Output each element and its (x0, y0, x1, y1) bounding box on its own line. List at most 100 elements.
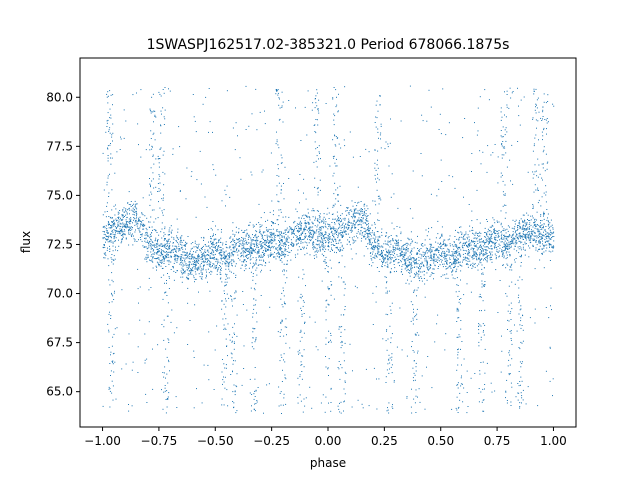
data-point (534, 218, 536, 220)
data-point (121, 219, 123, 221)
data-point (306, 244, 308, 246)
data-point (229, 237, 231, 239)
data-point (129, 209, 131, 211)
data-point (240, 256, 242, 258)
data-point (551, 233, 553, 235)
data-point (362, 210, 364, 212)
data-point (389, 262, 391, 264)
data-point (113, 224, 115, 226)
data-point (333, 228, 334, 230)
data-point (194, 262, 195, 263)
data-point (310, 239, 312, 241)
data-point (193, 251, 194, 253)
data-point (280, 189, 282, 191)
data-point (161, 262, 163, 264)
data-point (440, 243, 442, 245)
data-point (316, 89, 318, 91)
data-point (327, 223, 329, 225)
data-point (480, 239, 482, 240)
data-point (211, 251, 213, 253)
data-point (243, 261, 245, 262)
data-point (149, 233, 151, 235)
data-point (403, 252, 405, 254)
data-point (544, 245, 545, 247)
data-point (250, 252, 252, 254)
data-point (359, 214, 361, 216)
data-point (285, 318, 287, 320)
data-point (284, 242, 286, 244)
data-point (347, 228, 348, 230)
data-point (136, 223, 138, 225)
data-point (256, 238, 258, 240)
data-point (229, 270, 231, 272)
data-point (418, 277, 420, 279)
data-point (465, 231, 467, 233)
data-point (483, 253, 485, 255)
data-point (368, 240, 370, 242)
data-point (141, 233, 143, 235)
data-point (456, 238, 458, 240)
data-point (501, 241, 503, 243)
data-point (542, 244, 544, 246)
data-point (349, 229, 351, 231)
data-point (527, 226, 529, 228)
data-point (491, 224, 493, 226)
data-point (385, 257, 387, 259)
data-point (350, 216, 352, 218)
data-point (547, 217, 548, 219)
data-point (291, 241, 293, 243)
data-point (109, 117, 111, 119)
data-point (272, 253, 274, 255)
data-point (405, 258, 407, 260)
data-point (266, 229, 268, 231)
data-point (189, 256, 191, 257)
data-point (217, 261, 218, 263)
data-point (369, 233, 371, 235)
data-point (372, 262, 374, 264)
data-point (306, 247, 307, 249)
data-point (176, 248, 178, 250)
data-point (488, 255, 490, 256)
data-point (300, 224, 302, 226)
data-point (281, 258, 283, 259)
data-point (122, 209, 124, 211)
data-point (108, 386, 110, 388)
data-point (162, 245, 164, 247)
data-point (121, 214, 123, 216)
data-point (522, 233, 524, 235)
data-point (453, 266, 455, 268)
data-point (225, 298, 226, 300)
data-point (219, 252, 221, 254)
data-point (213, 244, 215, 246)
data-point (505, 238, 507, 240)
data-point (507, 239, 509, 241)
data-point (457, 254, 459, 256)
data-point (384, 276, 386, 278)
data-point (536, 107, 538, 109)
data-point (292, 243, 294, 245)
data-point (409, 244, 411, 246)
data-point (205, 277, 207, 279)
data-point (142, 220, 144, 221)
data-point (415, 259, 417, 260)
data-point (169, 234, 170, 235)
data-point (110, 227, 112, 229)
data-point (241, 245, 243, 247)
data-point (402, 244, 404, 246)
data-point (501, 174, 503, 176)
data-point (419, 271, 421, 273)
data-point (267, 254, 269, 256)
data-point (125, 224, 127, 226)
data-point (474, 253, 476, 255)
data-point (509, 234, 511, 236)
data-point (458, 247, 460, 248)
data-point (192, 264, 194, 266)
data-point (518, 221, 520, 223)
data-point (268, 242, 270, 244)
data-point (143, 246, 145, 248)
data-point (258, 252, 260, 254)
data-point (552, 227, 554, 229)
data-point (186, 265, 188, 267)
data-point (268, 228, 270, 230)
data-point (455, 259, 457, 261)
